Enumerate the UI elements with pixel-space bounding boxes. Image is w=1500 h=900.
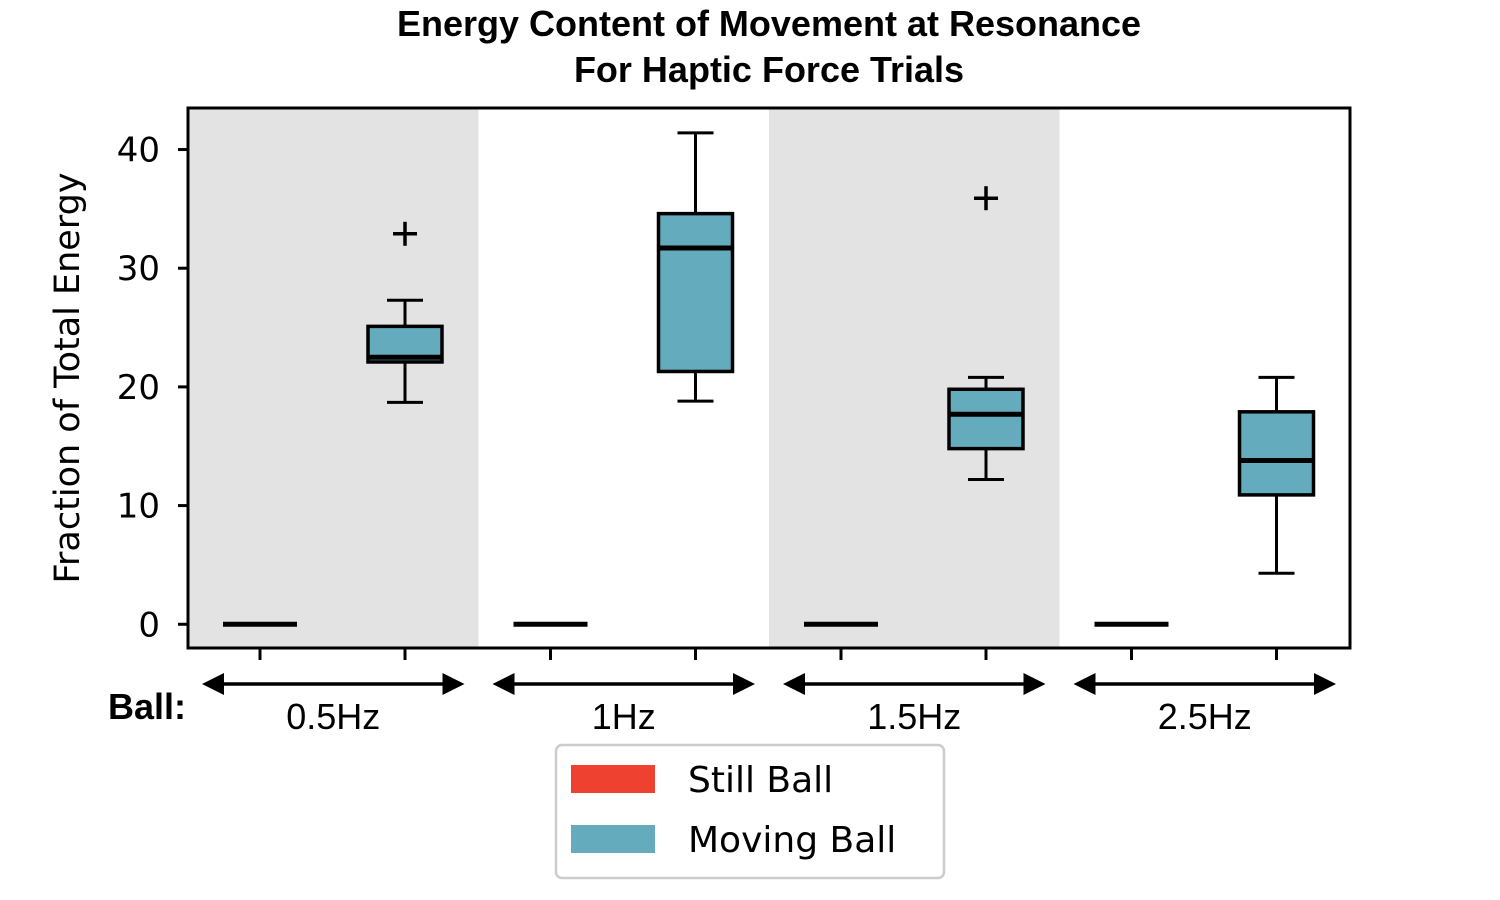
- y-tick-label-30: 30: [117, 249, 160, 289]
- group-prefix-label: Ball:: [108, 686, 186, 727]
- box-moving-ball-2: [947, 186, 1025, 481]
- axis-layer: 0 10 20 30 40: [117, 131, 188, 645]
- box-body: [947, 387, 1025, 451]
- chart-title-line-2: For Haptic Force Trials: [574, 49, 964, 90]
- arrow-head-left: [783, 673, 805, 695]
- group-span-arrow-1: [492, 673, 755, 695]
- arrow-head-right: [1023, 673, 1046, 695]
- group-span-arrow-3: [1073, 673, 1336, 695]
- arrow-head-left: [1073, 673, 1096, 695]
- box-body: [656, 211, 735, 374]
- outlier-marker-0: [974, 186, 998, 211]
- group-span-arrow-2: [783, 673, 1046, 695]
- group-label-2: 1.5Hz: [867, 696, 961, 737]
- box-moving-ball-3: [1237, 375, 1316, 575]
- box-moving-ball-0: [366, 221, 444, 404]
- arrow-head-right: [733, 673, 755, 695]
- legend-swatch-still-ball: [571, 765, 655, 793]
- group-shade-2: [769, 108, 1060, 648]
- box-moving-ball-1: [656, 131, 735, 403]
- y-tick-label-40: 40: [117, 131, 160, 171]
- y-tick-label-0: 0: [138, 605, 160, 645]
- outlier-marker-0: [393, 221, 417, 246]
- arrow-head-left: [492, 673, 515, 695]
- legend: Still Ball Moving Ball: [554, 743, 946, 880]
- y-axis-label: Fraction of Total Energy: [48, 172, 88, 583]
- data-layer: [223, 131, 1316, 627]
- group-axis-layer: 0.5Hz 1Hz 1.5Hz 2.5Hz: [202, 648, 1336, 737]
- box-body: [1237, 410, 1316, 497]
- y-tick-label-10: 10: [117, 487, 160, 527]
- group-label-3: 2.5Hz: [1158, 696, 1252, 737]
- group-label-0: 0.5Hz: [286, 696, 380, 737]
- legend-label-moving-ball: Moving Ball: [688, 820, 896, 861]
- arrow-head-right: [1314, 673, 1336, 695]
- chart-title-line-1: Energy Content of Movement at Resonance: [397, 3, 1141, 44]
- legend-swatch-moving-ball: [571, 825, 655, 853]
- y-tick-label-20: 20: [117, 368, 160, 408]
- group-label-1: 1Hz: [592, 696, 656, 737]
- legend-label-still-ball: Still Ball: [688, 760, 833, 801]
- plot-frame: [186, 106, 1352, 650]
- arrow-head-right: [442, 673, 465, 695]
- arrow-head-left: [202, 673, 224, 695]
- group-span-arrow-0: [202, 673, 465, 695]
- group-shade-0: [188, 108, 479, 648]
- group-shading-layer: [188, 108, 1060, 648]
